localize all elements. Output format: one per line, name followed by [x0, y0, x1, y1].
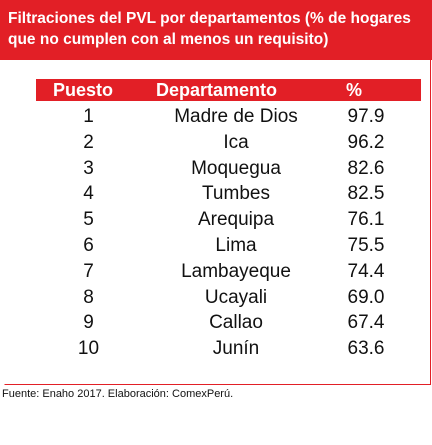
percent-cell: 74.4 — [347, 260, 385, 282]
table-row: 4 Tumbes 82.5 — [36, 183, 421, 209]
table-row: 9 Callao 67.4 — [36, 312, 421, 338]
department-cell: Lambayeque — [181, 260, 291, 282]
rank-cell: 3 — [83, 157, 94, 179]
department-cell: Tumbes — [202, 183, 270, 205]
department-cell: Ica — [223, 131, 249, 153]
title-banner: Filtraciones del PVL por departamentos (… — [0, 0, 432, 60]
table-row: 8 Ucayali 69.0 — [36, 287, 421, 313]
source-note: Fuente: Enaho 2017. Elaboración: ComexPe… — [2, 388, 234, 400]
table-row: 3 Moquegua 82.6 — [36, 158, 421, 184]
table-frame — [4, 60, 431, 385]
rank-cell: 9 — [83, 312, 94, 334]
rank-cell: 6 — [83, 234, 94, 256]
rank-cell: 4 — [83, 183, 94, 205]
percent-cell: 82.5 — [347, 183, 385, 205]
rank-cell: 2 — [83, 131, 94, 153]
table-row: 5 Arequipa 76.1 — [36, 209, 421, 235]
department-cell: Callao — [209, 312, 263, 334]
header-department: Departamento — [156, 80, 278, 100]
page-title: Filtraciones del PVL por departamentos (… — [8, 10, 411, 48]
percent-cell: 63.6 — [347, 338, 385, 360]
table-row: 7 Lambayeque 74.4 — [36, 261, 421, 287]
header-rank: Puesto — [53, 80, 114, 100]
rank-cell: 10 — [77, 338, 100, 360]
department-cell: Moquegua — [191, 157, 281, 179]
percent-cell: 76.1 — [347, 209, 385, 231]
department-cell: Lima — [215, 234, 257, 256]
header-percent: % — [346, 80, 363, 100]
percent-cell: 75.5 — [347, 234, 385, 256]
table-row: 6 Lima 75.5 — [36, 235, 421, 261]
department-cell: Ucayali — [204, 286, 268, 308]
table-row: 1 Madre de Dios 97.9 — [36, 106, 421, 132]
percent-cell: 82.6 — [347, 157, 385, 179]
department-cell: Junín — [212, 338, 260, 360]
department-cell: Madre de Dios — [174, 106, 298, 127]
percent-cell: 67.4 — [347, 312, 385, 334]
rank-cell: 8 — [83, 286, 94, 308]
department-cell: Arequipa — [197, 209, 275, 231]
table-body: 1 Madre de Dios 97.9 2 Ica 96.2 3 Moquegua 82.6 4… — [36, 106, 421, 364]
rank-cell: 5 — [83, 209, 94, 231]
percent-cell: 96.2 — [347, 131, 385, 153]
table-row: 2 Ica 96.2 — [36, 132, 421, 158]
rank-cell: 7 — [83, 260, 94, 282]
table-header: Puesto Departamento % — [36, 79, 421, 101]
rank-cell: 1 — [83, 106, 94, 127]
percent-cell: 97.9 — [347, 106, 385, 127]
percent-cell: 69.0 — [347, 286, 385, 308]
table-row: 10 Junín 63.6 — [36, 338, 421, 364]
